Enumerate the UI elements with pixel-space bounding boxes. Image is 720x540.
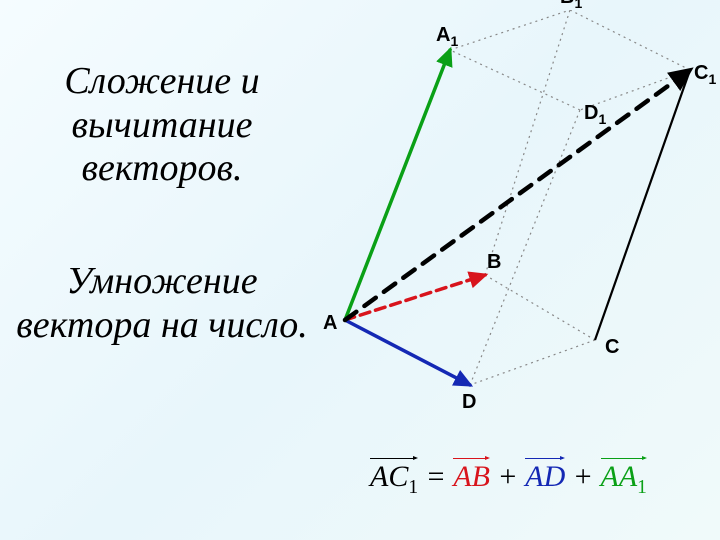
vertex-label-B: B xyxy=(487,251,501,274)
title-2: Умножение вектора на число. xyxy=(12,260,312,347)
edge-B-B1 xyxy=(485,10,570,275)
formula-eq: = xyxy=(418,460,453,493)
vertex-label-A1: A1 xyxy=(436,24,458,49)
vector-diagram: ABCDA1B1C1D1 xyxy=(320,10,710,410)
edge-B-C xyxy=(485,275,595,340)
edge-A1-B1 xyxy=(450,10,570,50)
title-2-text: Умножение вектора на число. xyxy=(12,260,312,347)
title-1: Сложение и вычитание векторов. xyxy=(12,60,312,191)
formula-plus: + xyxy=(565,460,600,493)
formula-vec-AB: AB xyxy=(453,460,490,494)
edge-D-D1 xyxy=(470,110,580,385)
vertex-label-A: A xyxy=(323,312,337,335)
edge-C-D xyxy=(470,340,595,385)
vector-AB xyxy=(345,275,485,320)
edge-D1-A1 xyxy=(450,50,580,110)
edge-C-C1 xyxy=(595,70,690,340)
vertex-label-D: D xyxy=(462,391,476,414)
title-1-text: Сложение и вычитание векторов. xyxy=(12,60,312,191)
vertex-label-D1: D1 xyxy=(584,102,606,127)
vertex-label-C1: C1 xyxy=(694,62,716,87)
formula-plus: + xyxy=(490,460,525,493)
formula-vec-AD: AD xyxy=(525,460,565,494)
vertex-label-C: C xyxy=(605,336,619,359)
vector-AD xyxy=(345,320,470,385)
vector-AC1 xyxy=(345,70,690,320)
vertex-label-B1: B1 xyxy=(560,0,582,11)
formula-vec-AA1: AA1 xyxy=(601,460,647,499)
vector-AA1 xyxy=(345,50,450,320)
formula-vec-AC1: AC1 xyxy=(370,460,418,499)
diagram-svg xyxy=(320,10,710,410)
vector-formula: AC1 = AB + AD + AA1 xyxy=(370,460,647,499)
edge-B1-C1 xyxy=(570,10,690,70)
